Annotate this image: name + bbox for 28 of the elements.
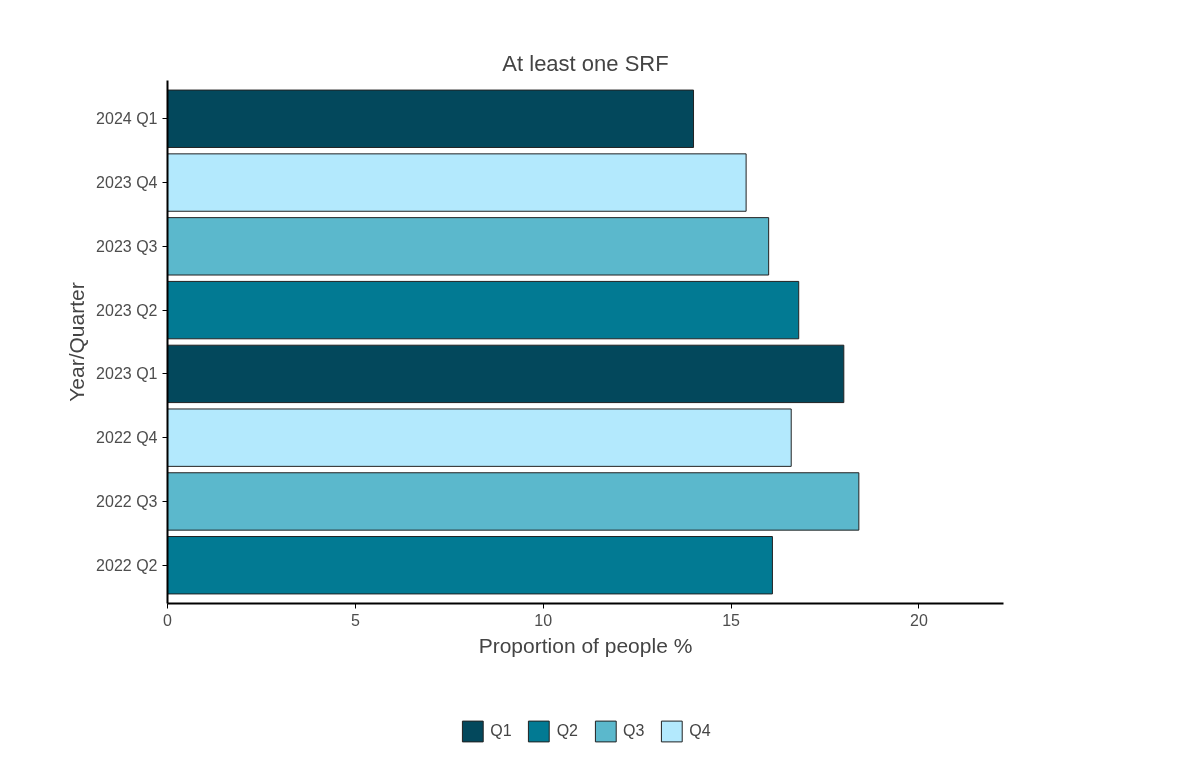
legend-label: Q4 bbox=[689, 722, 711, 740]
bar bbox=[167, 217, 770, 276]
x-tick-label: 0 bbox=[163, 611, 173, 629]
x-tick-label: 15 bbox=[722, 611, 741, 629]
y-tick-label: 2023 Q2 bbox=[96, 301, 158, 319]
chart-title: At least one SRF bbox=[502, 50, 669, 76]
bar bbox=[167, 153, 747, 212]
bar bbox=[167, 280, 800, 340]
y-tick-label: 2022 Q3 bbox=[96, 492, 158, 510]
y-axis-title: Year/Quarter bbox=[65, 282, 89, 402]
bar bbox=[167, 408, 792, 467]
y-tick-label: 2023 Q1 bbox=[96, 365, 158, 383]
y-tick-label: 2022 Q2 bbox=[96, 556, 158, 574]
legend-label: Q1 bbox=[490, 722, 512, 740]
bar bbox=[167, 344, 845, 404]
x-tick-label: 10 bbox=[534, 611, 553, 629]
bar bbox=[167, 89, 695, 148]
y-tick-label: 2023 Q4 bbox=[96, 174, 158, 192]
bar bbox=[167, 536, 773, 595]
x-tick-label: 20 bbox=[910, 611, 928, 629]
y-tick-label: 2024 Q1 bbox=[96, 110, 158, 128]
y-tick-label: 2022 Q4 bbox=[96, 429, 158, 447]
legend-label: Q3 bbox=[623, 722, 645, 740]
x-axis-title: Proportion of people % bbox=[478, 633, 693, 657]
legend-label: Q2 bbox=[556, 722, 578, 740]
bar bbox=[167, 472, 860, 531]
x-tick-label: 5 bbox=[350, 611, 360, 629]
y-tick-label: 2023 Q3 bbox=[96, 237, 158, 255]
